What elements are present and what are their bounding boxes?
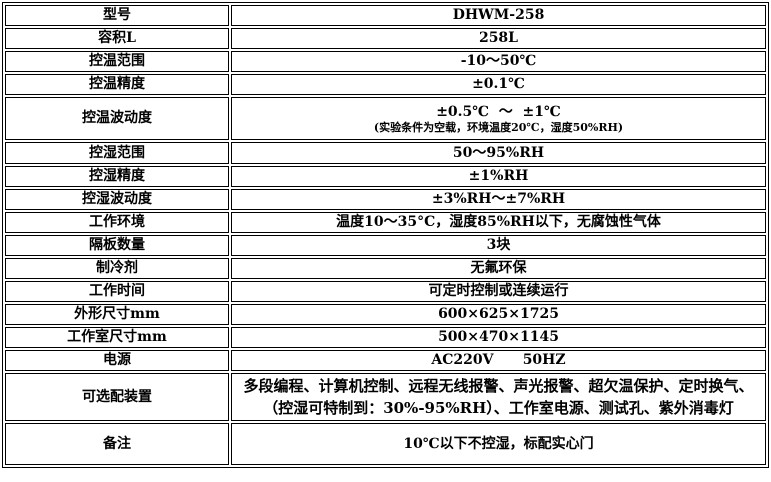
spec-value: ±0.1℃ — [472, 76, 525, 92]
spec-label: 容积L — [5, 28, 229, 49]
spec-row: 工作环境 温度10～35°C，湿度85%RH以下，无腐蚀性气体 — [5, 212, 766, 233]
spec-value: AC220V 50HZ — [431, 352, 566, 368]
spec-label: 制冷剂 — [5, 258, 229, 279]
spec-value-cell: ±0.1℃ — [231, 74, 766, 95]
spec-row: 制冷剂 无氟环保 — [5, 258, 766, 279]
spec-row: 控温精度 ±0.1℃ — [5, 74, 766, 95]
spec-label: 控湿范围 — [5, 142, 229, 164]
spec-value-cell: 600×625×1725 — [231, 304, 766, 325]
spec-label: 控湿波动度 — [5, 189, 229, 210]
spec-label: 工作环境 — [5, 212, 229, 233]
spec-value: 无氟环保 — [470, 260, 527, 276]
spec-label: 外形尺寸mm — [5, 304, 229, 325]
spec-label: 控温精度 — [5, 74, 229, 95]
spec-row: 隔板数量 3块 — [5, 235, 766, 256]
spec-value: 500×470×1145 — [438, 329, 559, 345]
spec-label: 控温波动度 — [5, 97, 229, 140]
spec-row: 型号 DHWM-258 — [5, 5, 766, 26]
spec-value-cell: 温度10～35°C，湿度85%RH以下，无腐蚀性气体 — [231, 212, 766, 233]
spec-value-cell: DHWM-258 — [231, 5, 766, 26]
spec-value-cell: ±3%RH～±7%RH — [231, 189, 766, 210]
spec-value-cell: 258L — [231, 28, 766, 49]
spec-row: 工作室尺寸mm 500×470×1145 — [5, 327, 766, 348]
spec-label: 电源 — [5, 350, 229, 371]
spec-label: 可选配装置 — [5, 373, 229, 421]
spec-label: 备注 — [5, 423, 229, 465]
spec-value: 10℃以下不控湿，标配实心门 — [403, 435, 594, 452]
spec-value: ±3%RH～±7%RH — [431, 191, 566, 207]
spec-row: 可选配装置 多段编程、计算机控制、远程无线报警、声光报警、超欠温保护、定时换气、（… — [5, 373, 766, 421]
spec-value: 温度10～35°C，湿度85%RH以下，无腐蚀性气体 — [336, 214, 661, 230]
spec-value: ±0.5℃ ～ ±1℃ — [436, 103, 561, 120]
spec-row: 电源 AC220V 50HZ — [5, 350, 766, 371]
spec-label: 工作室尺寸mm — [5, 327, 229, 348]
spec-label: 隔板数量 — [5, 235, 229, 256]
spec-value-cell: 可定时控制或连续运行 — [231, 281, 766, 302]
spec-table: 型号 DHWM-258 容积L 258L 控温范围 -10～50℃ 控温精度 ±0.1℃ 控温波… — [2, 2, 769, 468]
spec-row: 外形尺寸mm 600×625×1725 — [5, 304, 766, 325]
spec-value-cell: AC220V 50HZ — [231, 350, 766, 371]
spec-label: 控湿精度 — [5, 166, 229, 187]
spec-value-cell: 3块 — [231, 235, 766, 256]
spec-value: 可定时控制或连续运行 — [428, 283, 569, 299]
spec-label: 型号 — [5, 5, 229, 26]
spec-row: 控温范围 -10～50℃ — [5, 51, 766, 72]
spec-value: ±1%RH — [468, 168, 529, 184]
spec-note: (实验条件为空载，环境温度20℃，湿度50%RH) — [373, 120, 624, 134]
spec-value-cell: ±1%RH — [231, 166, 766, 187]
spec-value-cell: 50～95%RH — [231, 142, 766, 164]
spec-row: 备注 10℃以下不控湿，标配实心门 — [5, 423, 766, 465]
spec-label: 工作时间 — [5, 281, 229, 302]
spec-value-cell: -10～50℃ — [231, 51, 766, 72]
spec-value: 600×625×1725 — [438, 306, 559, 322]
spec-label: 控温范围 — [5, 51, 229, 72]
spec-value: 多段编程、计算机控制、远程无线报警、声光报警、超欠温保护、定时换气、（控湿可特制… — [243, 377, 754, 417]
spec-row: 控湿波动度 ±3%RH～±7%RH — [5, 189, 766, 210]
spec-row: 容积L 258L — [5, 28, 766, 49]
spec-value-cell: 10℃以下不控湿，标配实心门 — [231, 423, 766, 465]
spec-value: -10～50℃ — [460, 53, 537, 69]
spec-value: DHWM-258 — [452, 7, 545, 23]
spec-value: 3块 — [486, 237, 511, 253]
spec-value-cell: 多段编程、计算机控制、远程无线报警、声光报警、超欠温保护、定时换气、（控湿可特制… — [231, 373, 766, 421]
spec-row: 控湿范围 50～95%RH — [5, 142, 766, 164]
spec-row: 控温波动度 ±0.5℃ ～ ±1℃ (实验条件为空载，环境温度20℃，湿度50%RH… — [5, 97, 766, 140]
spec-row: 控湿精度 ±1%RH — [5, 166, 766, 187]
spec-row: 工作时间 可定时控制或连续运行 — [5, 281, 766, 302]
spec-value: 50～95%RH — [452, 144, 545, 161]
spec-value: 258L — [478, 30, 519, 46]
spec-value-cell: 500×470×1145 — [231, 327, 766, 348]
spec-value-cell: ±0.5℃ ～ ±1℃ (实验条件为空载，环境温度20℃，湿度50%RH) — [231, 97, 766, 140]
spec-value-cell: 无氟环保 — [231, 258, 766, 279]
